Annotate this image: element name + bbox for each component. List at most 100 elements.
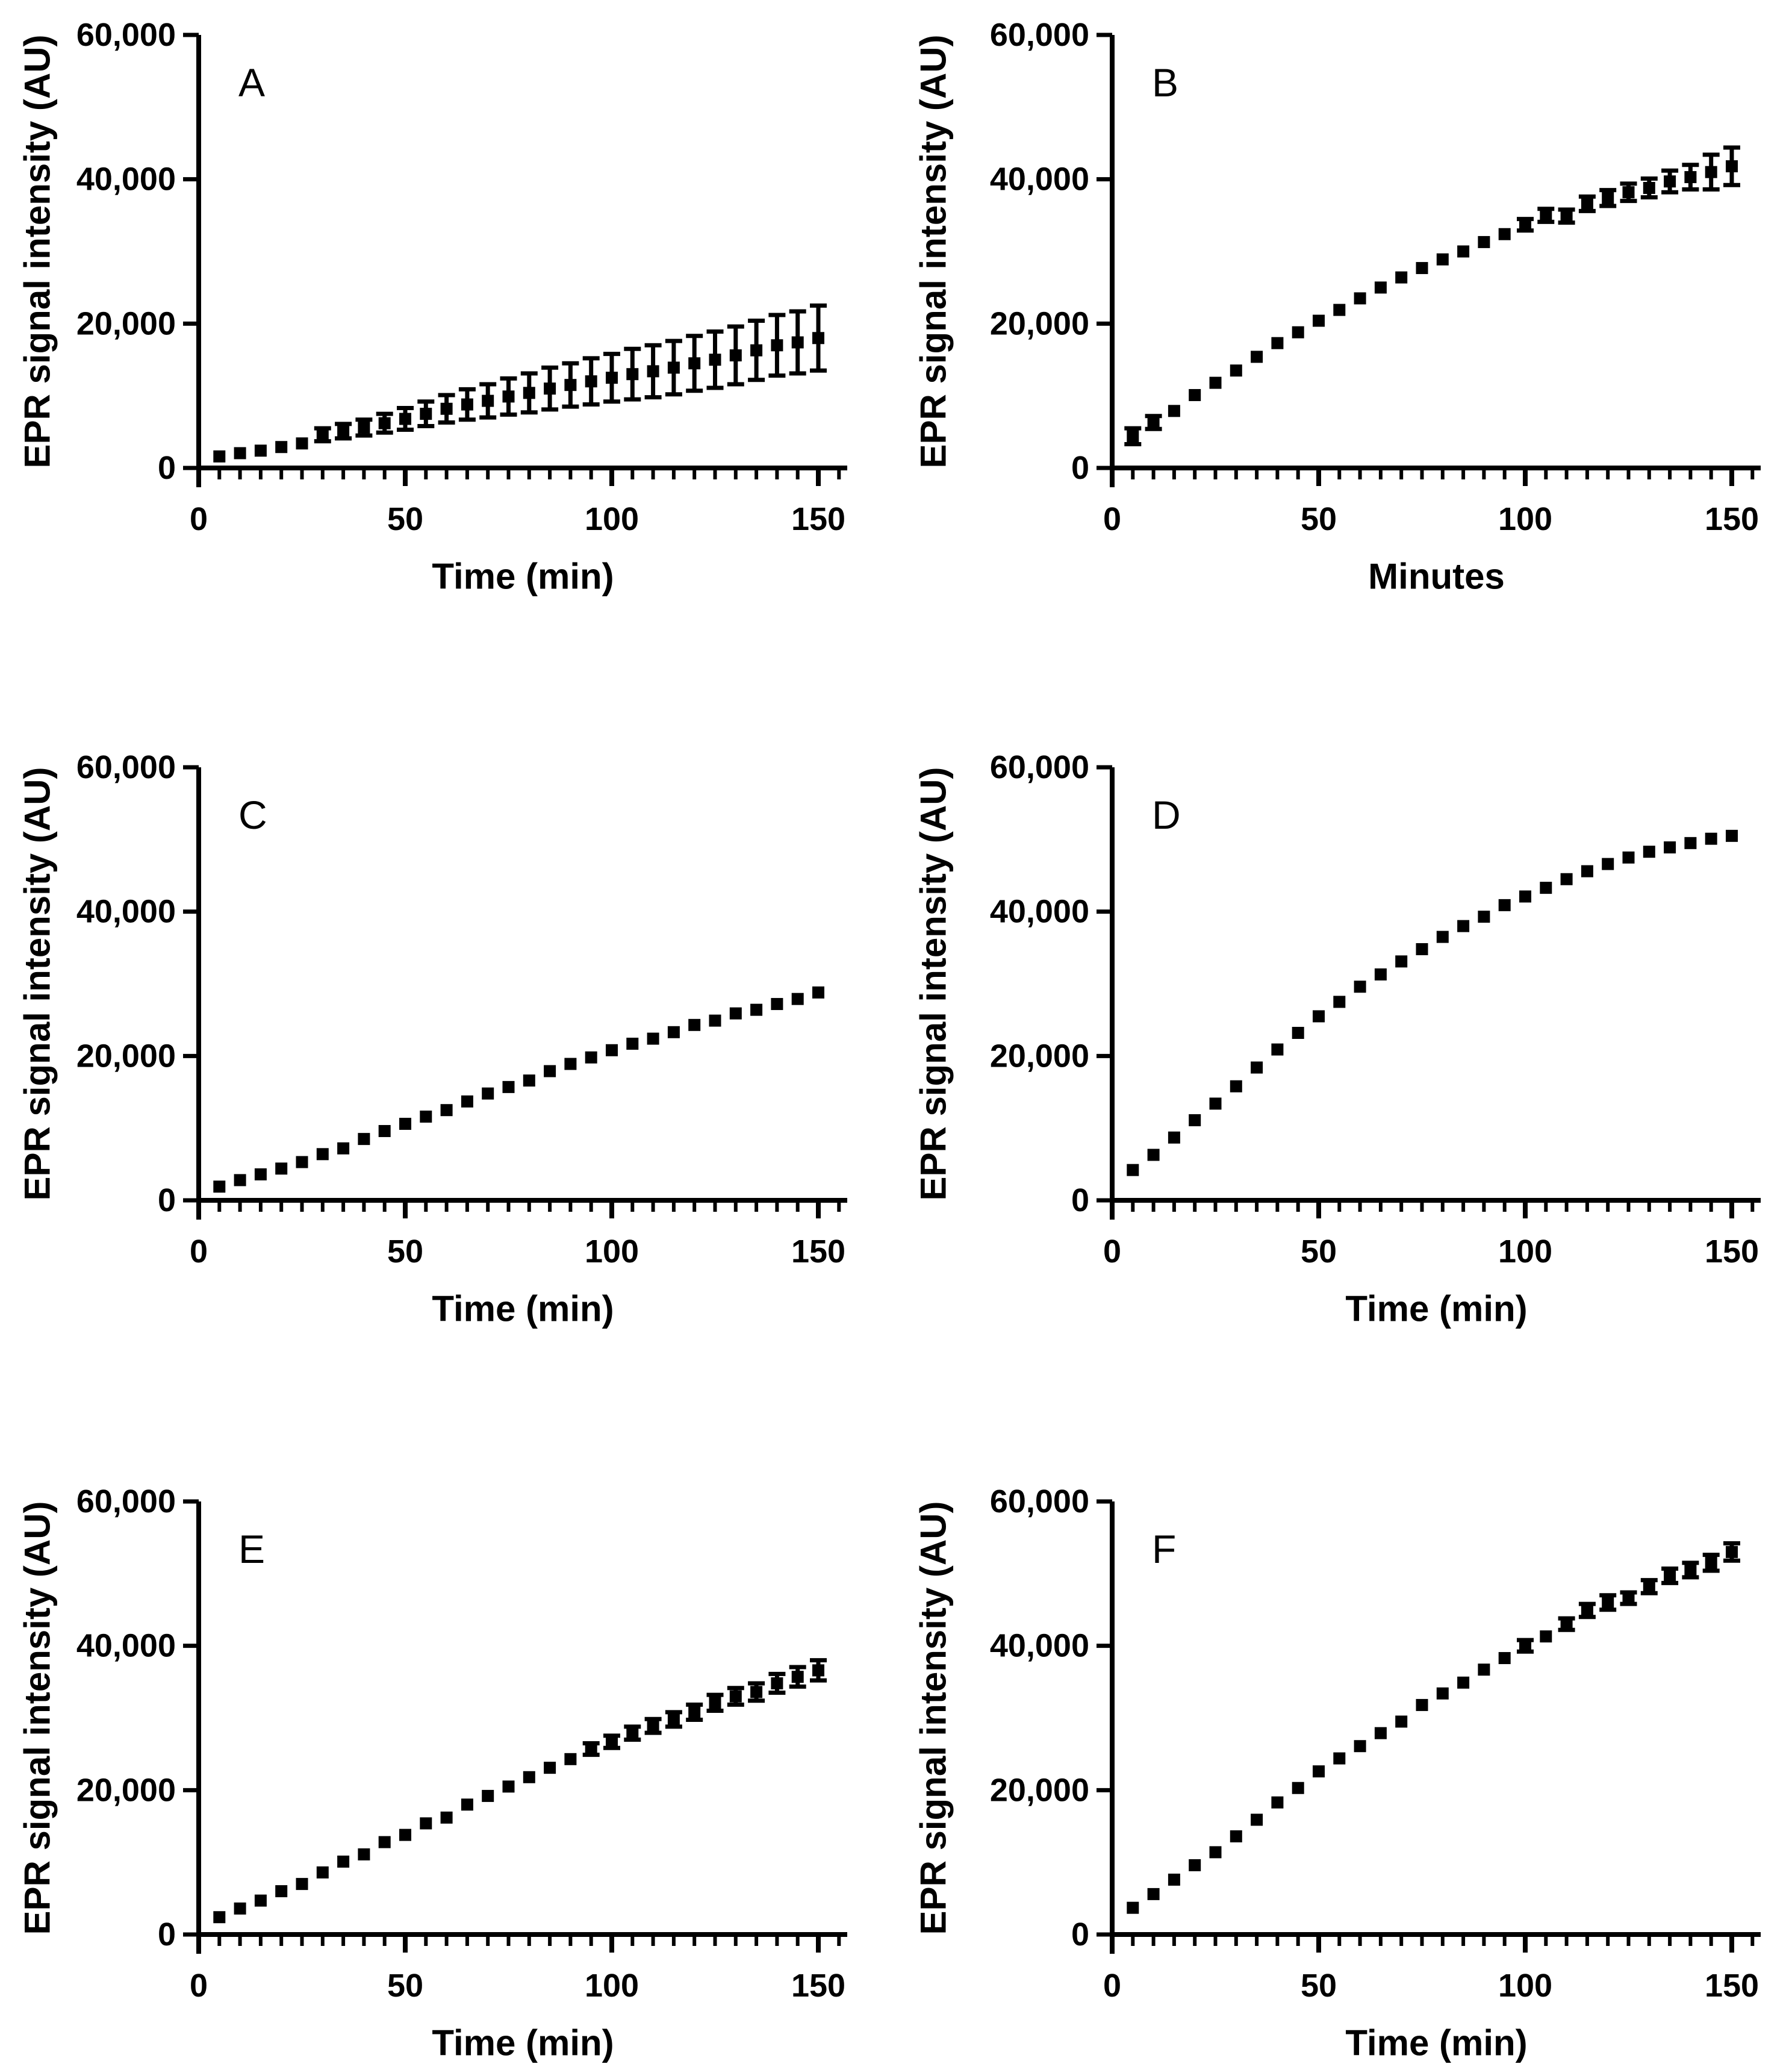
panel-c: 0 20,000 40,000 60,000 0 50 100 150 Time (min) EP… xyxy=(0,732,896,1333)
x-tick-label: 100 xyxy=(585,1968,639,2004)
data-point-marker xyxy=(791,993,804,1005)
y-tick-label: 20,000 xyxy=(76,305,176,341)
data-point-marker xyxy=(1313,1010,1325,1023)
data-point-marker xyxy=(791,336,804,349)
data-point-marker xyxy=(1333,996,1346,1008)
x-tick-label: 0 xyxy=(190,1233,208,1270)
x-tick-label: 100 xyxy=(1498,1233,1552,1270)
data-point-marker xyxy=(1292,1026,1304,1039)
data-point-marker xyxy=(482,394,494,407)
x-tick-label: 150 xyxy=(1705,1233,1759,1270)
x-tick-label: 50 xyxy=(1301,1968,1337,2004)
data-point-marker xyxy=(585,1051,597,1064)
data-point-marker xyxy=(1457,245,1470,258)
y-tick-label: 20,000 xyxy=(990,1038,1089,1074)
data-point-marker xyxy=(1416,1698,1428,1711)
y-tick-label: 0 xyxy=(158,450,176,486)
data-point-marker xyxy=(1602,1596,1614,1609)
data-point-marker xyxy=(1271,1043,1284,1056)
data-point-marker xyxy=(1705,1556,1717,1569)
x-tick-label: 100 xyxy=(585,1233,639,1270)
y-axis-title: EPR signal intensity (AU) xyxy=(17,767,58,1200)
data-point-marker xyxy=(1581,865,1593,878)
data-point-marker xyxy=(1333,304,1346,316)
data-point-marker xyxy=(1498,1652,1511,1665)
x-tick-label: 50 xyxy=(1301,501,1337,537)
x-tick-label: 50 xyxy=(387,1968,423,2004)
data-point-marker xyxy=(1540,1630,1552,1643)
data-point-marker xyxy=(1354,980,1366,993)
y-tick-label: 20,000 xyxy=(76,1772,176,1808)
y-tick-label: 60,000 xyxy=(990,1483,1089,1520)
data-point-marker xyxy=(1416,943,1428,955)
data-point-marker xyxy=(440,402,453,415)
data-point-marker xyxy=(1457,920,1470,932)
data-point-marker xyxy=(523,1771,535,1783)
data-point-marker xyxy=(688,1706,701,1718)
data-point-marker xyxy=(667,1713,680,1726)
y-axis-title: EPR signal intensity (AU) xyxy=(17,34,58,468)
data-point-marker xyxy=(254,444,267,457)
data-point-marker xyxy=(729,1690,742,1703)
data-point-marker xyxy=(213,450,226,463)
data-point-marker xyxy=(1478,235,1490,248)
x-tick-label: 0 xyxy=(1103,1968,1121,2004)
data-point-marker xyxy=(1147,1149,1160,1161)
data-point-marker xyxy=(564,1753,577,1765)
data-point-marker xyxy=(1560,1618,1573,1630)
x-axis-title: Time (min) xyxy=(432,1289,614,1329)
data-point-marker xyxy=(688,357,701,370)
y-tick-label: 0 xyxy=(158,1182,176,1218)
data-point-marker xyxy=(1209,1097,1222,1110)
data-point-marker xyxy=(1333,1752,1346,1765)
data-point-marker xyxy=(502,390,515,403)
x-tick-label: 50 xyxy=(387,501,423,537)
data-point-marker xyxy=(771,998,783,1011)
data-point-marker xyxy=(1705,166,1717,178)
data-point-marker xyxy=(1147,1888,1160,1900)
data-point-marker xyxy=(1519,890,1531,903)
data-point-marker xyxy=(626,1037,639,1050)
data-point-marker xyxy=(1498,228,1511,240)
data-point-marker xyxy=(1581,1604,1593,1616)
data-point-marker xyxy=(420,408,432,420)
data-point-marker xyxy=(1705,832,1717,845)
data-point-marker xyxy=(213,1180,226,1193)
data-point-marker xyxy=(709,354,721,366)
data-point-marker xyxy=(1354,1740,1366,1753)
data-point-marker xyxy=(647,365,659,378)
panel-letter: F xyxy=(1152,1527,1176,1571)
data-point-marker xyxy=(585,375,597,388)
x-tick-label: 100 xyxy=(585,501,639,537)
data-point-marker xyxy=(296,1156,308,1168)
data-point-marker xyxy=(316,1866,329,1878)
chart-canvas-c: 0 20,000 40,000 60,000 0 50 100 150 Time (min) EP… xyxy=(17,749,848,1329)
data-point-marker xyxy=(420,1110,432,1123)
chart-canvas-f: 0 20,000 40,000 60,000 0 50 100 150 Time (min) EP… xyxy=(913,1483,1761,2063)
y-tick-label: 20,000 xyxy=(990,305,1089,341)
data-point-marker xyxy=(564,1058,577,1070)
data-point-marker xyxy=(461,1095,473,1108)
data-point-marker xyxy=(316,428,329,441)
data-point-marker xyxy=(482,1087,494,1100)
panel-letter: E xyxy=(238,1527,265,1571)
data-point-marker xyxy=(399,413,411,425)
data-point-marker xyxy=(254,1894,267,1907)
data-point-marker xyxy=(647,1719,659,1732)
data-point-marker xyxy=(275,1162,288,1175)
data-point-marker xyxy=(482,1789,494,1802)
data-point-marker xyxy=(1147,416,1160,429)
panel-letter: D xyxy=(1152,793,1181,837)
x-axis-title: Time (min) xyxy=(1345,1289,1527,1329)
data-point-marker xyxy=(626,1727,639,1739)
y-tick-label: 40,000 xyxy=(990,1628,1089,1664)
panel-letter: B xyxy=(1152,60,1178,105)
x-tick-label: 150 xyxy=(1705,1968,1759,2004)
y-tick-label: 60,000 xyxy=(990,17,1089,53)
data-point-marker xyxy=(771,1677,783,1689)
data-point-marker xyxy=(729,349,742,362)
data-point-marker xyxy=(461,1798,473,1811)
data-point-marker xyxy=(316,1148,329,1161)
data-point-marker xyxy=(399,1828,411,1841)
y-tick-label: 40,000 xyxy=(990,894,1089,930)
